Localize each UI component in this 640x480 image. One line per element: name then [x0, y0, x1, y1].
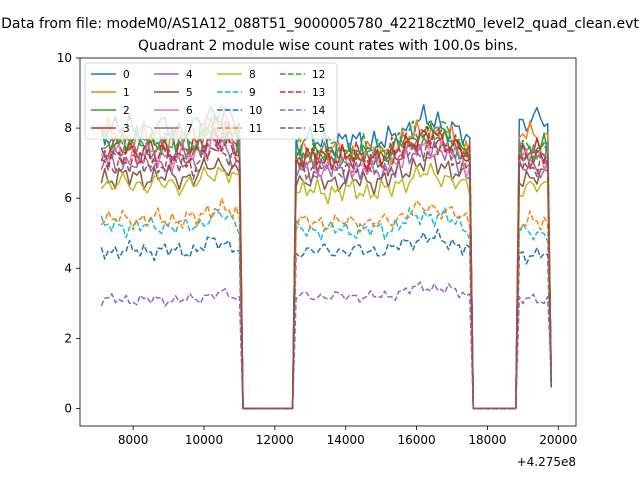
- x-axis: 8000 10000 12000 14000 16000 18000 20000: [118, 426, 577, 447]
- legend-label: 7: [186, 123, 193, 135]
- legend-label: 15: [312, 123, 325, 135]
- y-tick-label: 2: [64, 331, 72, 345]
- plot-frame: [79, 57, 577, 427]
- series-line-15: [100, 133, 552, 410]
- legend-label: 11: [249, 123, 262, 135]
- legend-label: 13: [312, 87, 325, 99]
- figure-suptitle: Data from file: modeM0/AS1A12_088T51_900…: [1, 16, 639, 32]
- legend-label: 3: [123, 123, 130, 135]
- legend-label: 1: [123, 87, 130, 99]
- legend-label: 4: [186, 69, 193, 81]
- y-tick-label: 8: [64, 121, 72, 135]
- x-tick-label: 12000: [256, 433, 294, 447]
- y-tick-label: 6: [64, 191, 72, 205]
- legend-label: 0: [123, 69, 130, 81]
- legend-label: 5: [186, 87, 193, 99]
- series-line-11: [100, 197, 552, 410]
- x-tick-label: 18000: [468, 433, 506, 447]
- x-tick-label: 20000: [539, 433, 577, 447]
- legend-label: 2: [123, 105, 130, 117]
- x-tick-label: 16000: [397, 433, 435, 447]
- legend-label: 6: [186, 105, 193, 117]
- legend-label: 12: [312, 69, 325, 81]
- legend-frame: [84, 62, 338, 140]
- legend-label: 14: [312, 105, 326, 117]
- x-tick-label: 10000: [185, 433, 223, 447]
- x-axis-offset-label: +4.275e8: [517, 455, 576, 469]
- x-tick-label: 14000: [327, 433, 365, 447]
- y-tick-label: 10: [57, 51, 72, 65]
- legend-label: 8: [249, 69, 256, 81]
- x-tick-label: 8000: [118, 433, 149, 447]
- chart-title: Quadrant 2 module wise count rates with …: [138, 38, 518, 54]
- legend-label: 10: [249, 105, 262, 117]
- legend-label: 9: [249, 87, 256, 99]
- y-tick-label: 0: [64, 401, 72, 415]
- y-axis: 0 2 4 6 8 10: [57, 51, 80, 415]
- y-tick-label: 4: [64, 261, 72, 275]
- series-line-14: [100, 281, 552, 410]
